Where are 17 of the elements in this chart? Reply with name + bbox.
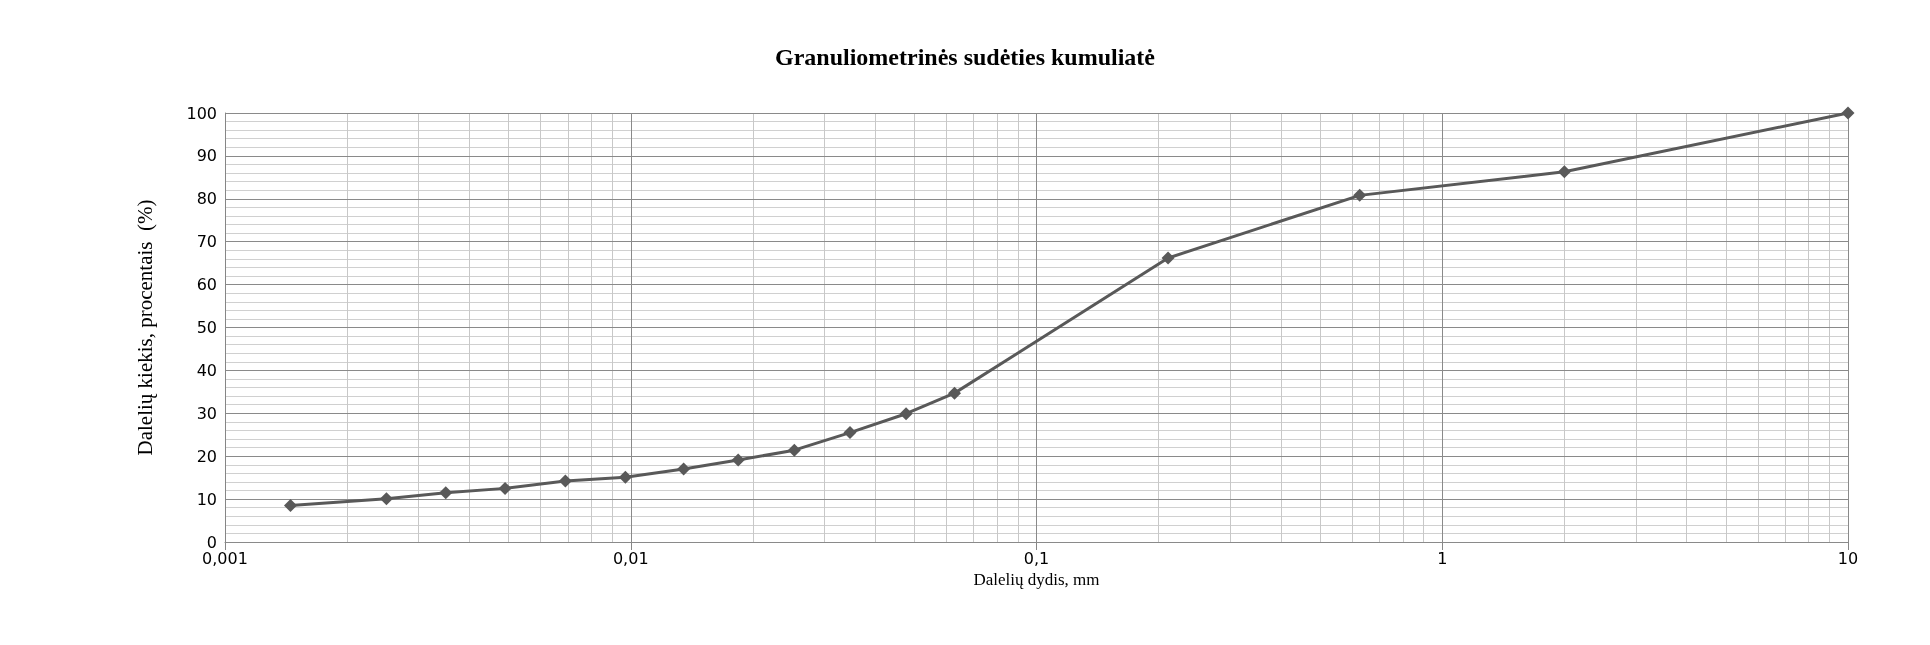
x-tick-label: 1: [1437, 548, 1448, 568]
y-tick-label: 100: [186, 103, 217, 123]
y-axis-title: Dalelių kiekis, procentais (%): [132, 199, 157, 456]
y-tick-label: 10: [196, 489, 217, 509]
x-tick-label: 0,01: [612, 548, 649, 568]
y-tick-label: 30: [196, 403, 217, 423]
y-tick-label: 20: [196, 446, 217, 466]
x-tick-label: 10: [1837, 548, 1859, 568]
x-tick-label: 0,1: [1023, 548, 1050, 568]
y-tick-label: 80: [196, 189, 217, 209]
y-tick-label: 40: [196, 360, 217, 380]
y-tick-label: 90: [196, 146, 217, 166]
y-tick-label: 70: [196, 232, 217, 252]
y-tick-label: 50: [196, 318, 217, 337]
chart-title: Granuliometrinės sudėties kumuliatė: [774, 44, 1156, 70]
x-axis-title: Dalelių dydis, mm: [973, 569, 1100, 589]
y-tick-label: 60: [196, 275, 217, 295]
